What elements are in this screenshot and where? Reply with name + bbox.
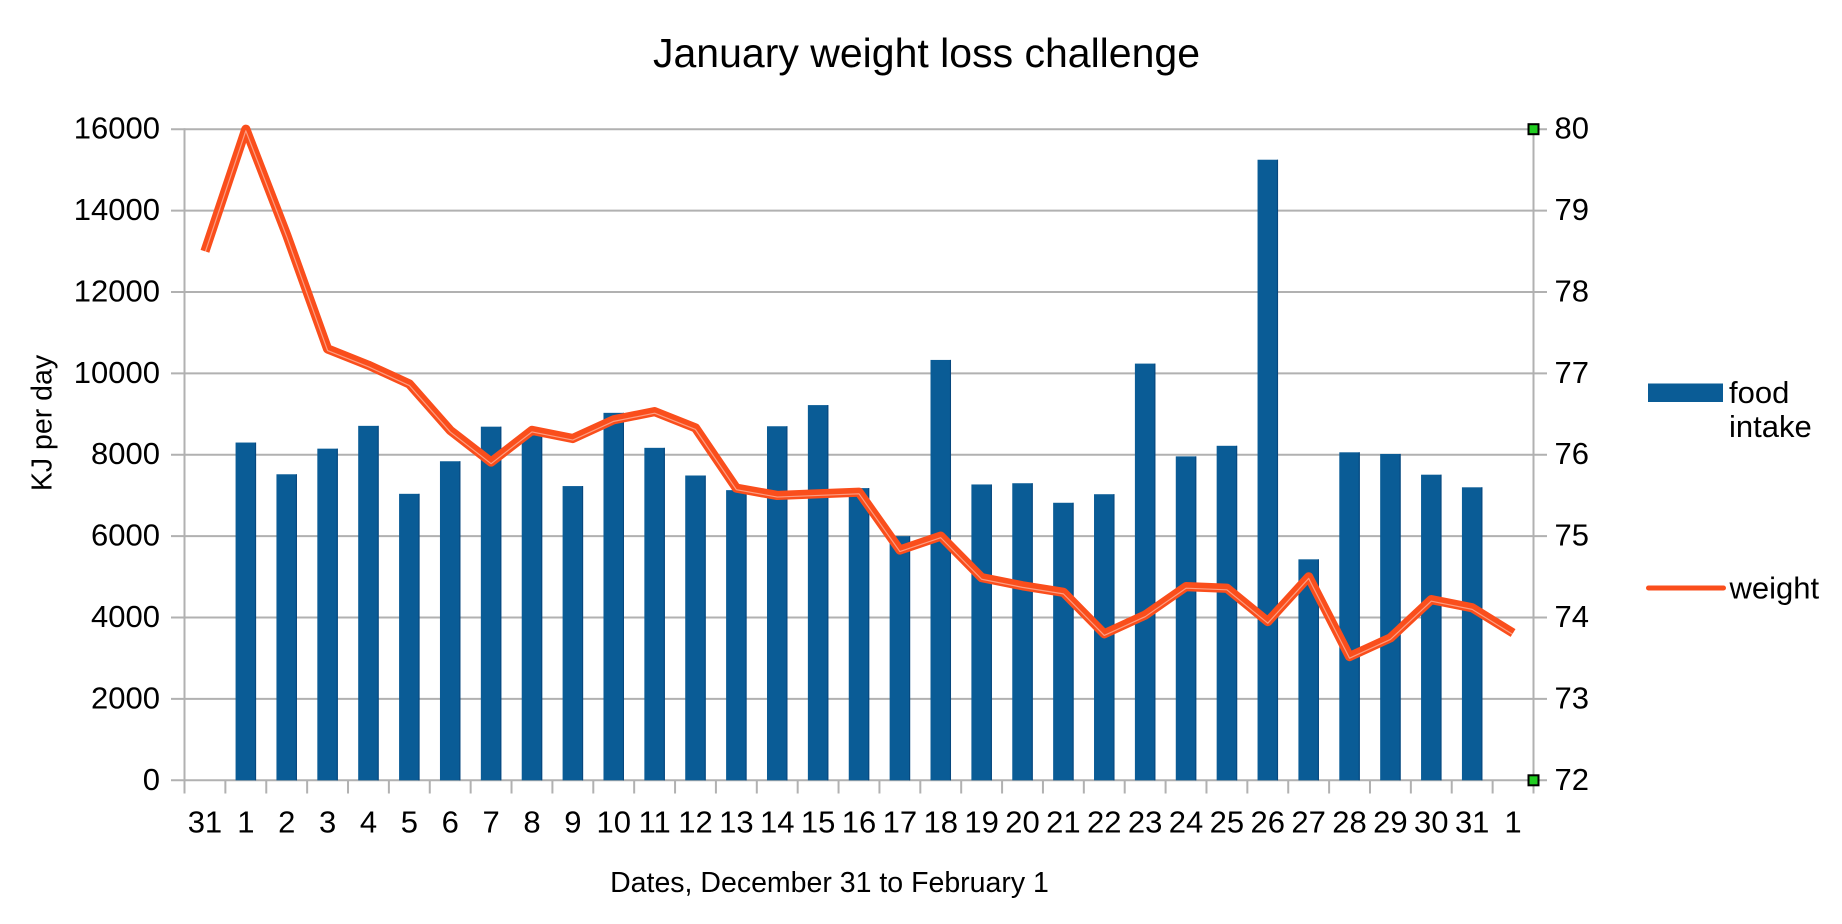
svg-text:2000: 2000 (91, 680, 160, 715)
svg-text:intake: intake (1729, 409, 1812, 444)
svg-text:27: 27 (1291, 805, 1325, 840)
svg-text:15: 15 (801, 805, 835, 840)
svg-text:11: 11 (639, 805, 671, 840)
svg-text:6000: 6000 (91, 518, 160, 553)
svg-text:22: 22 (1087, 805, 1121, 840)
svg-text:3: 3 (319, 805, 336, 840)
svg-text:12: 12 (678, 805, 712, 840)
svg-text:12000: 12000 (74, 274, 160, 309)
svg-text:14: 14 (760, 805, 794, 840)
svg-text:January weight loss challenge: January weight loss challenge (653, 30, 1200, 76)
svg-text:19: 19 (964, 805, 998, 840)
svg-text:2: 2 (278, 805, 295, 840)
svg-text:74: 74 (1555, 599, 1589, 634)
svg-text:8000: 8000 (91, 436, 160, 471)
svg-text:7: 7 (482, 805, 499, 840)
svg-text:30: 30 (1414, 805, 1448, 840)
svg-text:16: 16 (842, 805, 876, 840)
svg-text:4000: 4000 (91, 599, 160, 634)
svg-text:13: 13 (719, 805, 753, 840)
svg-text:4: 4 (360, 805, 377, 840)
svg-text:73: 73 (1555, 680, 1589, 715)
svg-text:77: 77 (1555, 355, 1589, 390)
svg-text:24: 24 (1169, 805, 1203, 840)
svg-text:17: 17 (883, 805, 917, 840)
svg-text:KJ per day: KJ per day (27, 354, 59, 491)
svg-text:food: food (1729, 375, 1789, 410)
svg-text:25: 25 (1210, 805, 1244, 840)
svg-text:16000: 16000 (74, 111, 160, 146)
svg-text:29: 29 (1373, 805, 1407, 840)
svg-text:1: 1 (237, 805, 254, 840)
svg-text:31: 31 (1455, 805, 1489, 840)
svg-text:80: 80 (1555, 111, 1589, 146)
svg-text:79: 79 (1555, 192, 1589, 227)
svg-text:9: 9 (564, 805, 581, 840)
svg-text:8: 8 (523, 805, 540, 840)
svg-text:21: 21 (1046, 805, 1080, 840)
svg-text:1: 1 (1504, 805, 1521, 840)
svg-text:23: 23 (1128, 805, 1162, 840)
svg-text:weight: weight (1729, 571, 1820, 606)
svg-text:10: 10 (596, 805, 630, 840)
svg-text:0: 0 (143, 762, 160, 797)
svg-text:18: 18 (924, 805, 958, 840)
svg-text:26: 26 (1251, 805, 1285, 840)
svg-text:31: 31 (188, 805, 222, 840)
svg-text:6: 6 (442, 805, 459, 840)
svg-text:Dates, December 31 to February: Dates, December 31 to February 1 (610, 867, 1049, 899)
svg-text:72: 72 (1555, 762, 1589, 797)
svg-text:10000: 10000 (74, 355, 160, 390)
svg-text:5: 5 (401, 805, 418, 840)
svg-text:20: 20 (1005, 805, 1039, 840)
svg-text:78: 78 (1555, 274, 1589, 309)
svg-text:75: 75 (1555, 518, 1589, 553)
svg-text:14000: 14000 (74, 192, 160, 227)
svg-text:76: 76 (1555, 436, 1589, 471)
svg-text:28: 28 (1332, 805, 1366, 840)
